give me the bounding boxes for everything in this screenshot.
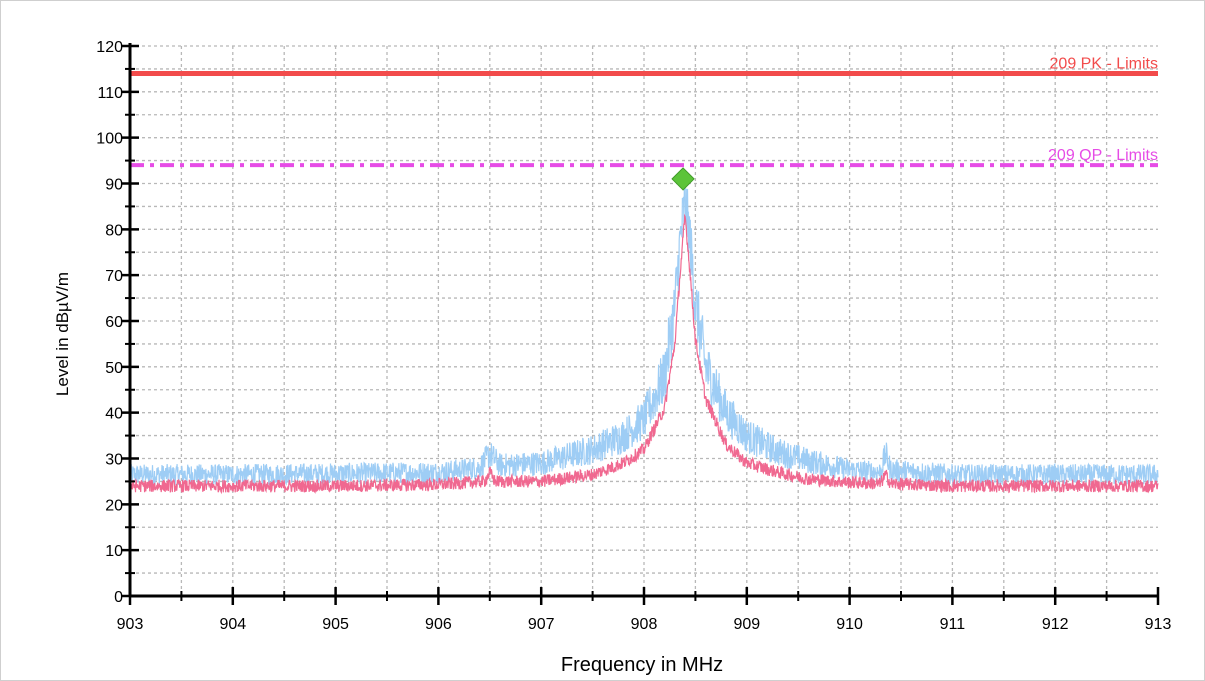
trace-peak xyxy=(129,180,1159,487)
x-tick-label: 912 xyxy=(1042,616,1069,633)
trace-average xyxy=(129,213,1159,495)
x-tick-label: 906 xyxy=(425,616,452,633)
y-tick-label: 20 xyxy=(105,497,123,514)
x-tick-label: 911 xyxy=(940,616,966,633)
y-tick-label: 80 xyxy=(105,222,123,239)
y-tick-label: 0 xyxy=(114,589,123,606)
y-tick-label: 70 xyxy=(105,268,123,285)
pk-limit-label: 209 PK - Limits xyxy=(1050,56,1158,73)
markers xyxy=(671,167,695,191)
y-tick-label: 60 xyxy=(105,314,123,331)
qp-limit-label: 209 QP - Limits xyxy=(1048,147,1158,164)
traces xyxy=(129,180,1159,495)
grid xyxy=(130,45,1158,596)
x-tick-label: 909 xyxy=(733,616,760,633)
peak-marker xyxy=(671,167,695,191)
y-tick-label: 110 xyxy=(97,85,123,102)
y-tick-label: 100 xyxy=(96,131,123,148)
y-tick-label: 40 xyxy=(105,406,123,423)
y-tick-label: 50 xyxy=(105,360,123,377)
y-tick-label: 120 xyxy=(96,39,123,56)
x-tick-label: 913 xyxy=(1145,616,1172,633)
x-tick-label: 910 xyxy=(836,616,863,633)
x-tick-label: 907 xyxy=(528,616,555,633)
x-tick-label: 904 xyxy=(219,616,246,633)
x-tick-label: 908 xyxy=(631,616,658,633)
y-tick-label: 90 xyxy=(105,177,123,194)
y-axis-title: Level in dBµV/m xyxy=(53,272,72,396)
y-tick-label: 30 xyxy=(105,452,123,469)
y-tick-label: 10 xyxy=(105,543,123,560)
x-axis-title: Frequency in MHz xyxy=(561,654,723,676)
axes: 0 10 20 30 40 50 60 70 80 90 100 110 120 903 904 905 906… xyxy=(96,39,1171,633)
x-tick-label: 905 xyxy=(322,616,349,633)
x-tick-label: 903 xyxy=(117,616,144,633)
limit-lines: 209 PK - Limits 209 QP - Limits xyxy=(130,56,1158,168)
